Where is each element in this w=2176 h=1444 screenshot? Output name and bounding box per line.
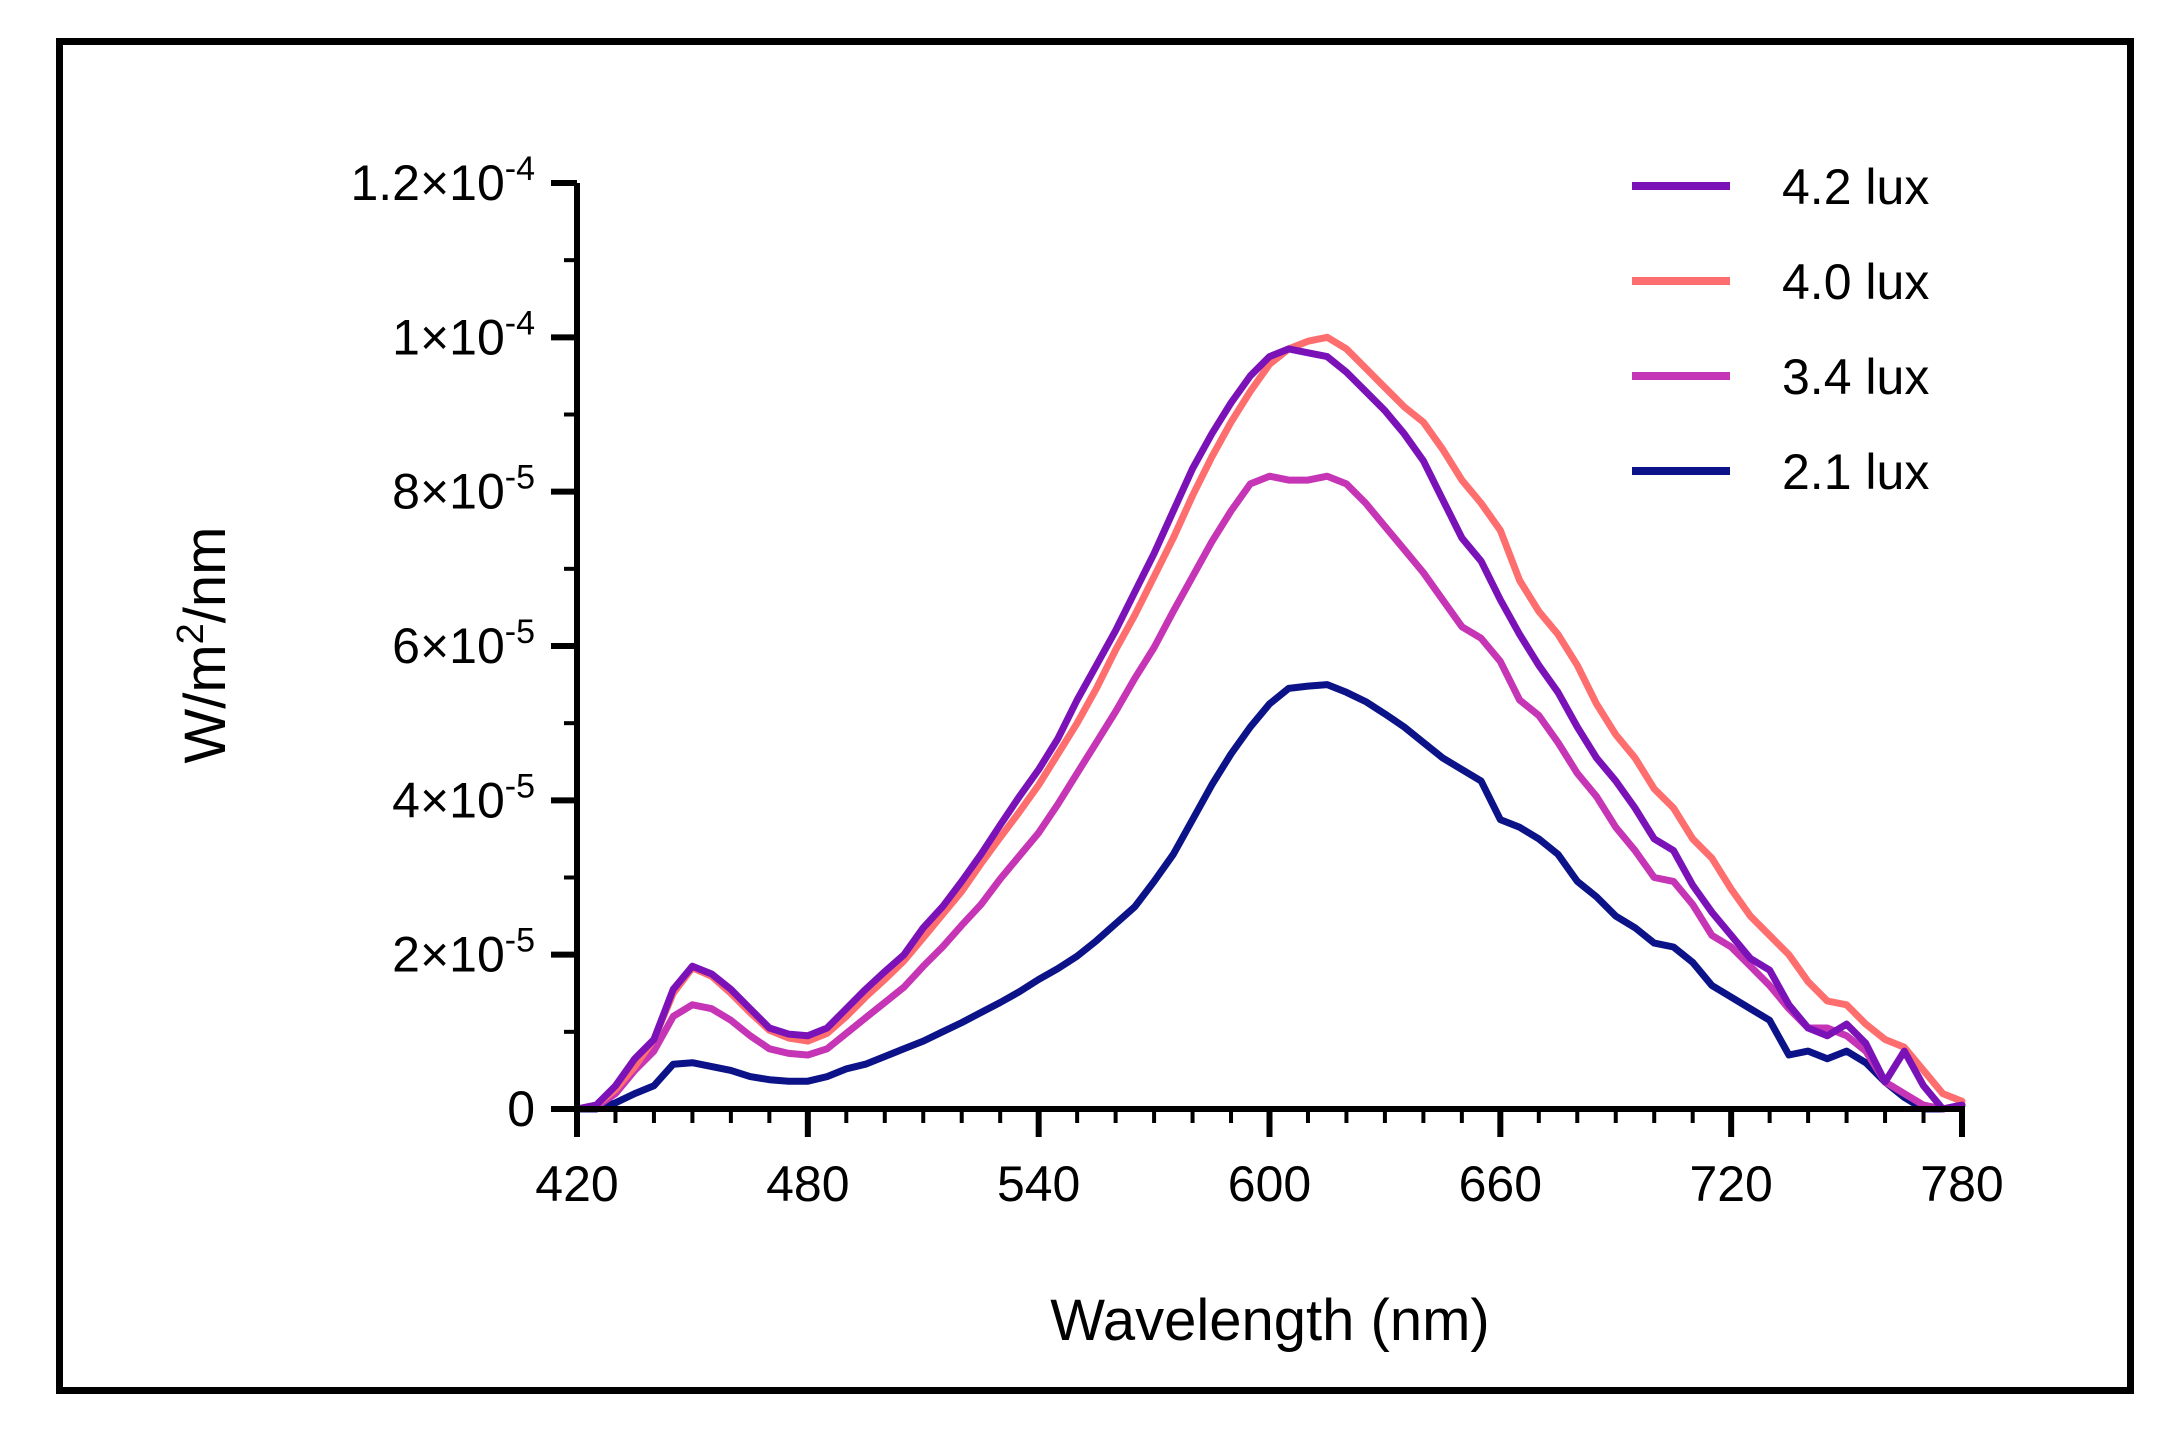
series-line-4-0-lux [573, 333, 1966, 1113]
x-tick-label: 480 [766, 1156, 849, 1212]
chart-frame [56, 38, 2134, 1394]
x-ticks: 420 480 540 600 660 720 780 [535, 1109, 2004, 1212]
y-axis-title-base: W/m [173, 644, 238, 763]
x-tick-label: 600 [1228, 1156, 1311, 1212]
x-tick-label: 720 [1689, 1156, 1772, 1212]
y-ticks: 0 2×10-5 4×10-5 6×10-5 8×10-5 1×10-4 1.2×10-4 [350, 150, 577, 1137]
y-tick-label: 1.2×10-4 [350, 150, 535, 211]
y-tick-label: 0 [507, 1081, 535, 1137]
x-tick-label: 780 [1920, 1156, 2003, 1212]
legend-label: 2.1 lux [1782, 444, 1929, 500]
y-tick-label: 8×10-5 [392, 459, 535, 520]
series-layer [573, 333, 1966, 1113]
series-line-3-4-lux [573, 472, 1966, 1113]
y-axis-title-rest: /nm [173, 527, 238, 624]
y-axis-title-sup: 2 [170, 623, 212, 644]
y-tick-label: 1×10-4 [392, 304, 535, 365]
y-tick-label: 6×10-5 [392, 613, 535, 674]
y-tick-label: 2×10-5 [392, 922, 535, 983]
y-axis-title: W/m2/nm [170, 527, 238, 764]
x-tick-label: 420 [535, 1156, 618, 1212]
y-tick-label: 4×10-5 [392, 767, 535, 828]
legend-label: 4.2 lux [1782, 159, 1929, 215]
series-line-4-2-lux [573, 345, 1966, 1113]
x-tick-label: 660 [1459, 1156, 1542, 1212]
series-line-2-1-lux [573, 681, 1966, 1113]
legend: 4.2 lux 4.0 lux 3.4 lux 2.1 lux [1632, 159, 1929, 500]
x-axis-title: Wavelength (nm) [1050, 1288, 1489, 1353]
x-tick-label: 540 [997, 1156, 1080, 1212]
legend-label: 4.0 lux [1782, 254, 1929, 310]
legend-label: 3.4 lux [1782, 349, 1929, 405]
